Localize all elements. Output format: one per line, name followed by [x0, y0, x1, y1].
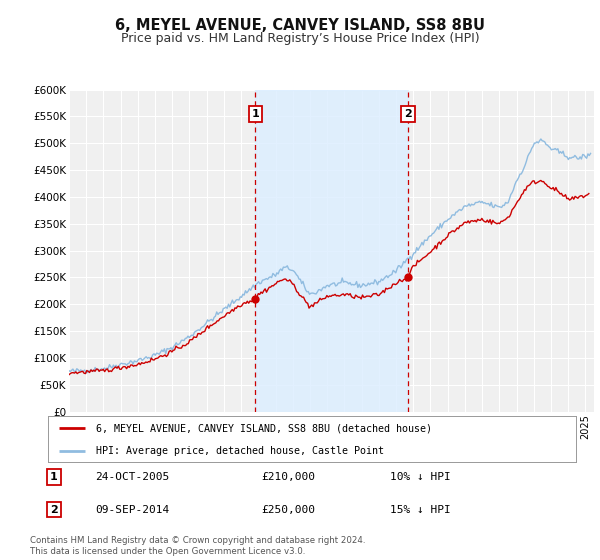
Text: £250,000: £250,000	[261, 505, 315, 515]
Text: 1: 1	[50, 472, 58, 482]
Text: 1: 1	[251, 109, 259, 119]
Bar	[255, 90, 408, 412]
Text: Contains HM Land Registry data © Crown copyright and database right 2024.: Contains HM Land Registry data © Crown c…	[30, 536, 365, 545]
Text: HPI: Average price, detached house, Castle Point: HPI: Average price, detached house, Cast…	[95, 446, 383, 455]
Text: 6, MEYEL AVENUE, CANVEY ISLAND, SS8 8BU: 6, MEYEL AVENUE, CANVEY ISLAND, SS8 8BU	[115, 18, 485, 33]
Text: 24-OCT-2005: 24-OCT-2005	[95, 472, 169, 482]
Text: Price paid vs. HM Land Registry’s House Price Index (HPI): Price paid vs. HM Land Registry’s House …	[121, 32, 479, 45]
Text: 09-SEP-2014: 09-SEP-2014	[95, 505, 169, 515]
Text: 6, MEYEL AVENUE, CANVEY ISLAND, SS8 8BU (detached house): 6, MEYEL AVENUE, CANVEY ISLAND, SS8 8BU …	[95, 423, 431, 433]
Text: This data is licensed under the Open Government Licence v3.0.: This data is licensed under the Open Gov…	[30, 547, 305, 556]
Text: 2: 2	[50, 505, 58, 515]
Text: 2: 2	[404, 109, 412, 119]
Text: 10% ↓ HPI: 10% ↓ HPI	[389, 472, 451, 482]
Text: 15% ↓ HPI: 15% ↓ HPI	[389, 505, 451, 515]
Text: £210,000: £210,000	[261, 472, 315, 482]
